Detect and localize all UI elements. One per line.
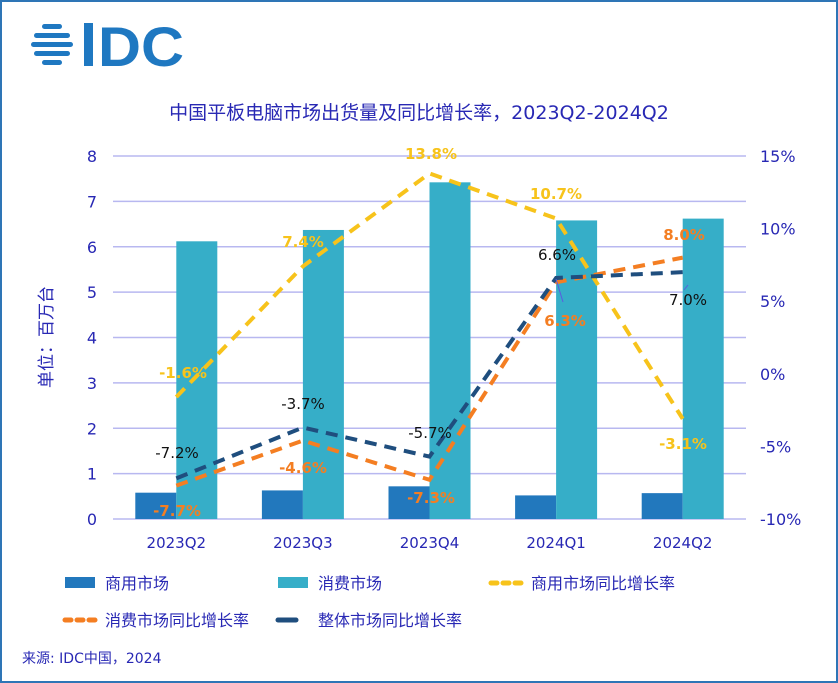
legend-label: 整体市场同比增长率: [318, 611, 462, 630]
bar-consumer: [176, 241, 218, 519]
y2-tick-label: 0%: [760, 365, 785, 384]
legend-label: 消费市场: [318, 574, 382, 593]
bar-commercial: [135, 492, 177, 519]
leader-line: [683, 284, 689, 291]
y-tick-label: 2: [87, 419, 97, 438]
chart-title: 中国平板电脑市场出货量及同比增长率，2023Q2-2024Q2: [169, 102, 669, 124]
data-label: 7.0%: [669, 291, 707, 309]
data-label: -3.1%: [659, 435, 707, 453]
data-label: 6.3%: [544, 312, 586, 330]
bar-consumer: [302, 229, 344, 519]
y2-tick-label: -5%: [760, 437, 791, 456]
data-label: -7.7%: [153, 502, 201, 520]
y2-tick-label: 15%: [760, 147, 796, 166]
commercial-yoy-line: [174, 171, 685, 420]
legend-label: 商用市场同比增长率: [531, 574, 675, 593]
legend-swatch: [65, 577, 95, 588]
y-tick-label: 6: [87, 238, 97, 257]
data-label: -1.6%: [159, 364, 207, 382]
bar-consumer: [429, 182, 471, 519]
data-label: 8.0%: [663, 226, 705, 244]
legend-swatch: [278, 577, 308, 588]
y-tick-label: 7: [87, 192, 97, 211]
y-tick-label: 3: [87, 374, 97, 393]
data-label: 10.7%: [530, 185, 582, 203]
y-tick-label: 8: [87, 147, 97, 166]
bar-commercial: [515, 495, 557, 519]
y2-tick-label: 10%: [760, 220, 796, 239]
bar-consumer: [556, 220, 598, 519]
data-label: -7.2%: [155, 444, 199, 462]
data-label: -7.3%: [407, 489, 455, 507]
data-label: -4.6%: [279, 459, 327, 477]
x-tick-label: 2023Q3: [273, 534, 333, 552]
y2-tick-label: 5%: [760, 292, 785, 311]
x-tick-label: 2023Q4: [400, 534, 460, 552]
y-axis-label: 单位：百万台: [37, 286, 57, 388]
data-label: -3.7%: [281, 395, 325, 413]
svg-text:DC: DC: [98, 20, 184, 72]
bar-commercial: [641, 493, 683, 519]
data-label: 6.6%: [538, 246, 576, 264]
leader-line: [555, 278, 564, 303]
data-label: 7.4%: [282, 233, 324, 251]
data-label: -5.7%: [408, 424, 452, 442]
bar-commercial: [388, 486, 430, 519]
idc-logo: DC: [31, 20, 184, 72]
y2-tick-label: -10%: [760, 510, 801, 529]
y-tick-label: 0: [87, 510, 97, 529]
bar-commercial: [261, 490, 303, 519]
data-label: 13.8%: [405, 145, 457, 163]
y-tick-label: 5: [87, 283, 97, 302]
y-tick-label: 1: [87, 465, 97, 484]
y-tick-label: 4: [87, 329, 97, 348]
bar-consumer: [682, 218, 724, 519]
x-tick-label: 2024Q1: [526, 534, 586, 552]
legend-label: 消费市场同比增长率: [105, 611, 249, 630]
source-note: 来源: IDC中国，2024: [22, 651, 162, 667]
x-tick-label: 2024Q2: [653, 534, 713, 552]
legend-label: 商用市场: [105, 574, 169, 593]
x-tick-label: 2023Q2: [147, 534, 207, 552]
